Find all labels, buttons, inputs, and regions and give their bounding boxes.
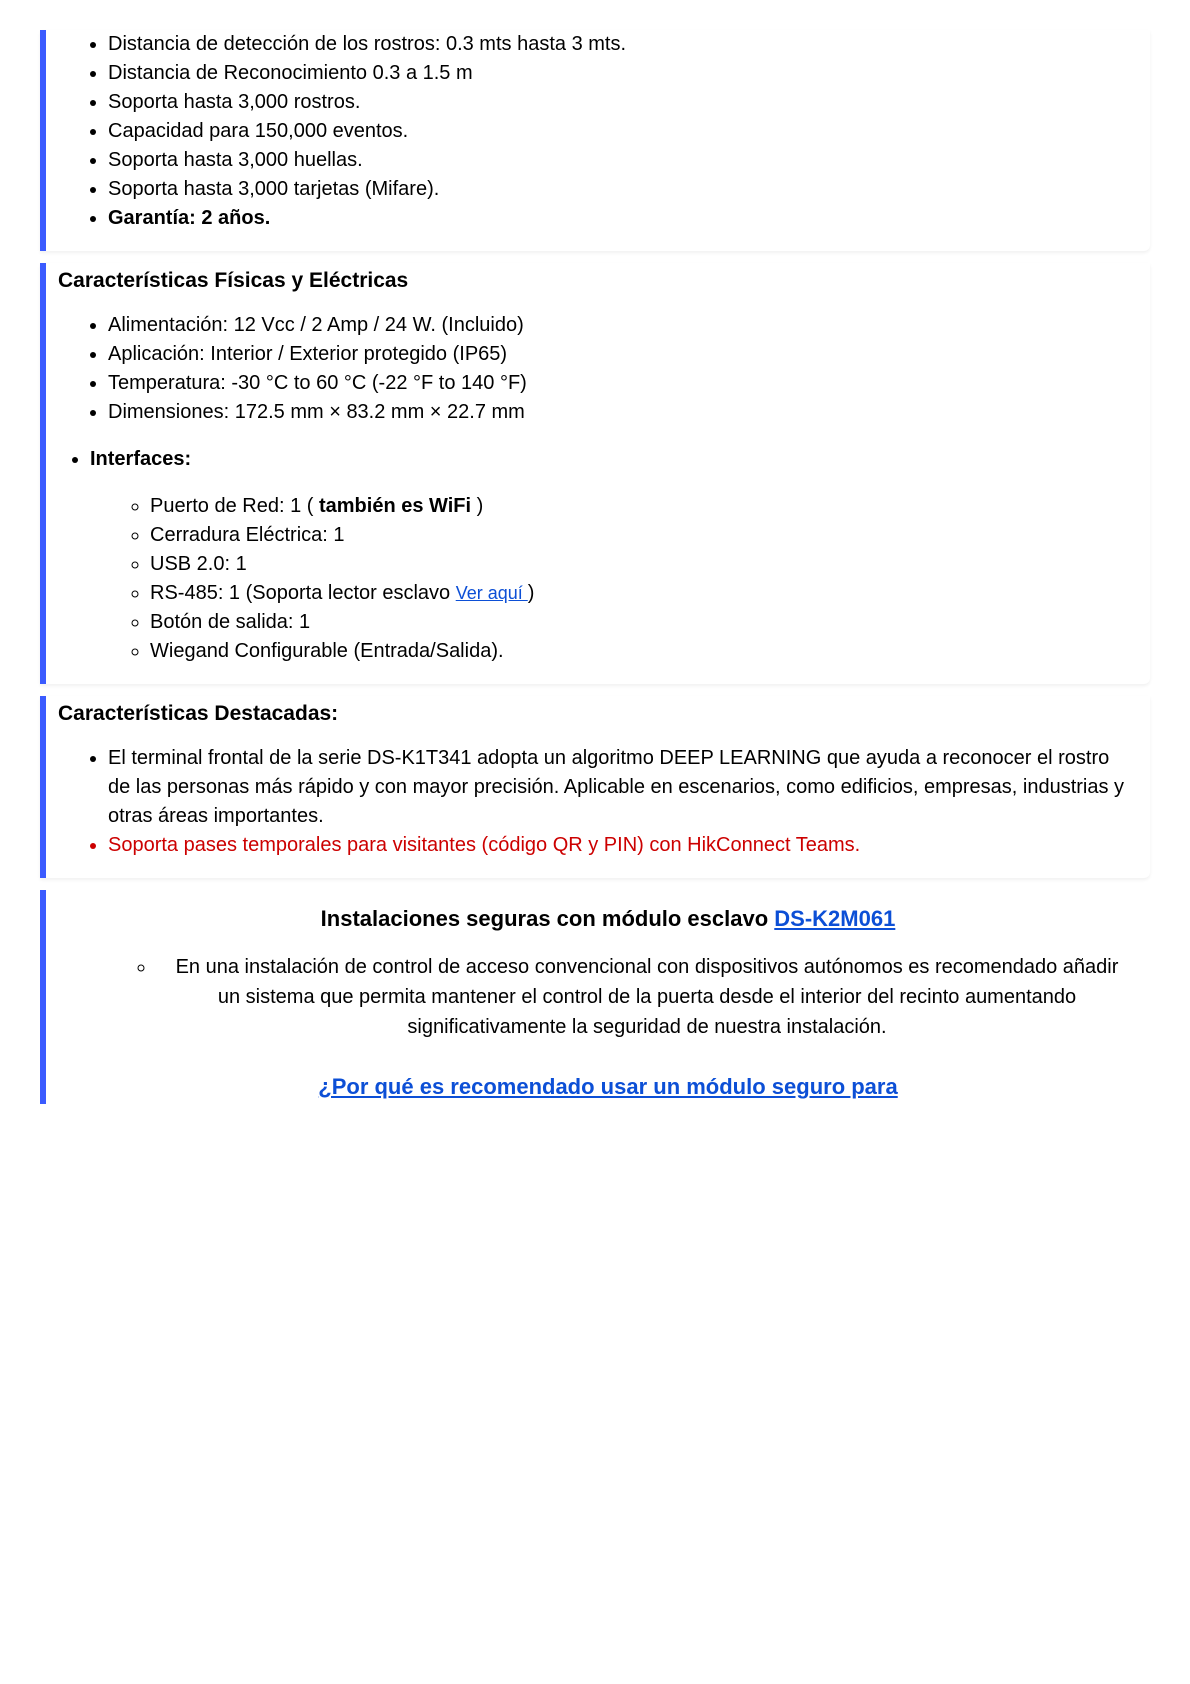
text: Puerto de Red: 1 (	[150, 495, 319, 517]
spec-item: Aplicación: Interior / Exterior protegid…	[108, 340, 1130, 369]
slave-module-list: En una instalación de control de acceso …	[96, 952, 1120, 1042]
interfaces-sublist: Puerto de Red: 1 ( también es WiFi ) Cer…	[90, 492, 1130, 666]
model-link[interactable]: DS-K2M061	[774, 906, 895, 931]
section-title: Características Destacadas:	[58, 696, 1130, 726]
spec-item: Distancia de detección de los rostros: 0…	[108, 30, 1130, 59]
spec-item: Temperatura: -30 °C to 60 °C (-22 °F to …	[108, 369, 1130, 398]
spec-item: Dimensiones: 172.5 mm × 83.2 mm × 22.7 m…	[108, 398, 1130, 427]
interfaces-label-text: Interfaces:	[90, 448, 191, 470]
spec-list: Alimentación: 12 Vcc / 2 Amp / 24 W. (In…	[58, 311, 1130, 427]
interface-item: Botón de salida: 1	[150, 608, 1130, 637]
warranty-item: Garantía: 2 años.	[108, 204, 1130, 233]
specs-block-1: Distancia de detección de los rostros: 0…	[40, 30, 1150, 251]
interface-item: USB 2.0: 1	[150, 550, 1130, 579]
interface-item: Cerradura Eléctrica: 1	[150, 521, 1130, 550]
spec-item: Soporta hasta 3,000 huellas.	[108, 146, 1130, 175]
interface-item: RS-485: 1 (Soporta lector esclavo Ver aq…	[150, 579, 1130, 608]
bottom-link-wrap: ¿Por qué es recomendado usar un módulo s…	[96, 1074, 1120, 1100]
specs-block-3: Características Destacadas: El terminal …	[40, 696, 1150, 878]
text: )	[528, 582, 535, 604]
wifi-bold: también es WiFi	[319, 495, 471, 517]
section-title: Características Físicas y Eléctricas	[58, 263, 1130, 293]
ver-aqui-link[interactable]: Ver aquí	[456, 583, 528, 603]
spec-item: Capacidad para 150,000 eventos.	[108, 117, 1130, 146]
slave-module-block: Instalaciones seguras con módulo esclavo…	[40, 890, 1150, 1104]
interfaces-label: Interfaces: Puerto de Red: 1 ( también e…	[90, 445, 1130, 666]
text: RS-485: 1 (Soporta lector esclavo	[150, 582, 456, 604]
feature-item: El terminal frontal de la serie DS-K1T34…	[108, 744, 1130, 831]
spec-item: Soporta hasta 3,000 tarjetas (Mifare).	[108, 175, 1130, 204]
slave-module-para: En una instalación de control de acceso …	[156, 952, 1120, 1042]
slave-module-title: Instalaciones seguras con módulo esclavo…	[96, 906, 1120, 932]
feature-item-highlight: Soporta pases temporales para visitantes…	[108, 831, 1130, 860]
spec-item: Distancia de Reconocimiento 0.3 a 1.5 m	[108, 59, 1130, 88]
text: Instalaciones seguras con módulo esclavo	[321, 906, 775, 931]
interfaces-list: Interfaces: Puerto de Red: 1 ( también e…	[58, 445, 1130, 666]
interface-item: Wiegand Configurable (Entrada/Salida).	[150, 637, 1130, 666]
feature-list: El terminal frontal de la serie DS-K1T34…	[58, 744, 1130, 860]
text: )	[471, 495, 483, 517]
interface-item: Puerto de Red: 1 ( también es WiFi )	[150, 492, 1130, 521]
spec-item: Alimentación: 12 Vcc / 2 Amp / 24 W. (In…	[108, 311, 1130, 340]
spec-item: Soporta hasta 3,000 rostros.	[108, 88, 1130, 117]
spec-list: Distancia de detección de los rostros: 0…	[58, 30, 1130, 233]
specs-block-2: Características Físicas y Eléctricas Ali…	[40, 263, 1150, 684]
why-recommended-link[interactable]: ¿Por qué es recomendado usar un módulo s…	[318, 1074, 897, 1099]
